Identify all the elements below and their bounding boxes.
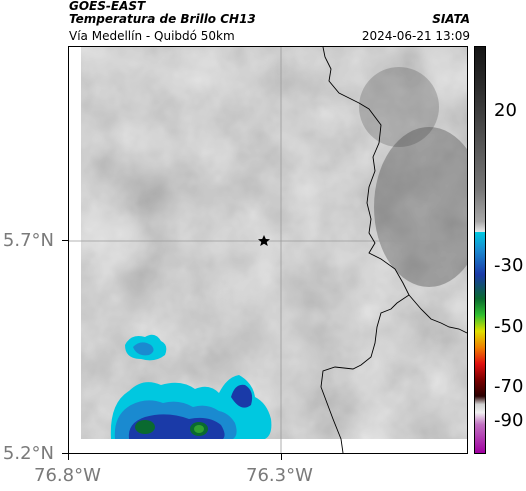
- lon-label-76-8: 76.8°W: [34, 465, 101, 486]
- star-icon[interactable]: [258, 235, 270, 246]
- colorbar-label-minus50: -50: [494, 316, 524, 337]
- satellite-name: GOES-EAST: [69, 0, 146, 13]
- lat-label-5-2: 5.2°N: [2, 443, 54, 464]
- x-tickmark: [281, 454, 282, 460]
- colorbar-label-minus90: -90: [494, 410, 524, 431]
- dark-cloud-region: [374, 127, 467, 287]
- department-boundary: [408, 294, 467, 334]
- y-tickmark: [62, 453, 68, 454]
- colorbar-label-minus30: -30: [494, 255, 524, 276]
- y-tickmark: [62, 240, 68, 241]
- product-title: Temperatura de Brillo CH13: [69, 12, 256, 26]
- colorbar-label-minus70: -70: [494, 376, 524, 397]
- dark-cloud-region: [359, 67, 439, 147]
- cloud-texture: [81, 47, 467, 439]
- satellite-map[interactable]: [68, 46, 468, 454]
- no-data-strip: [69, 47, 81, 453]
- timestamp-label: 2024-06-21 13:09: [361, 29, 470, 43]
- lat-label-5-7: 5.7°N: [2, 230, 54, 251]
- department-boundary: [320, 47, 410, 453]
- colorbar: [474, 46, 486, 454]
- organization-label: SIATA: [432, 12, 470, 26]
- route-label: Vía Medellín - Quibdó 50km: [69, 29, 235, 43]
- x-tickmark: [68, 454, 69, 460]
- lon-label-76-3: 76.3°W: [246, 465, 313, 486]
- colorbar-label-20: 20: [494, 100, 517, 121]
- no-data-strip: [69, 439, 467, 453]
- map-canvas: [69, 47, 467, 453]
- cold-cloud-tops: [110, 334, 272, 439]
